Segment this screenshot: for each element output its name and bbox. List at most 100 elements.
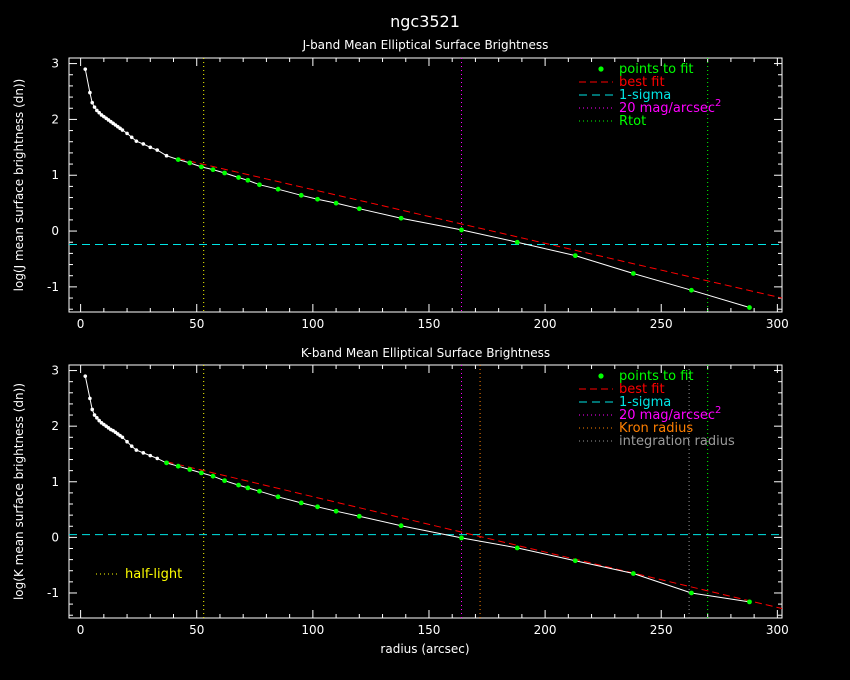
legend-superscript: 2 bbox=[715, 98, 721, 109]
profile-point bbox=[97, 110, 101, 115]
panel-title: J-band Mean Elliptical Surface Brightnes… bbox=[302, 38, 549, 52]
profile-point bbox=[141, 451, 146, 455]
profile-point bbox=[134, 448, 139, 452]
fit-point bbox=[630, 271, 636, 276]
profile-point bbox=[95, 416, 99, 420]
fit-point bbox=[222, 170, 228, 176]
profile-point bbox=[155, 148, 160, 152]
profile-point bbox=[88, 90, 92, 95]
y-tick-label: -1 bbox=[47, 280, 59, 294]
figure-title: ngc3521 bbox=[390, 12, 460, 31]
fit-point bbox=[257, 182, 262, 188]
fit-point bbox=[198, 164, 204, 170]
x-tick-label: 100 bbox=[301, 623, 324, 637]
y-tick-label: 0 bbox=[51, 530, 59, 544]
x-tick-label: 200 bbox=[534, 623, 557, 637]
profile-point bbox=[164, 153, 169, 158]
fit-point bbox=[236, 482, 241, 488]
fit-point bbox=[572, 253, 578, 259]
profile-point bbox=[83, 67, 88, 71]
legend-label: Kron radius bbox=[619, 421, 693, 436]
fit-point bbox=[356, 513, 362, 519]
fit-point bbox=[298, 192, 304, 198]
panel-k-band: K-band Mean Elliptical Surface Brightnes… bbox=[12, 346, 789, 637]
fit-point bbox=[315, 504, 320, 510]
y-tick-label: -1 bbox=[47, 586, 59, 600]
legend-label: 20 mag/arcsec2 bbox=[619, 98, 721, 116]
legend-label: 1-sigma bbox=[619, 88, 671, 103]
fit-point bbox=[198, 470, 204, 476]
x-axis-label: radius (arcsec) bbox=[380, 642, 469, 656]
profile-point bbox=[125, 439, 129, 444]
legend-label: integration radius bbox=[619, 434, 735, 449]
plot-area bbox=[69, 58, 782, 312]
y-axis-label: log(J mean surface brightness (dn)) bbox=[12, 79, 26, 292]
fit-point bbox=[245, 177, 251, 183]
x-tick-label: 50 bbox=[189, 317, 204, 331]
profile-point bbox=[92, 413, 97, 417]
legend-label: points to fit bbox=[619, 369, 694, 384]
y-tick-label: 1 bbox=[51, 168, 59, 182]
fit-point bbox=[747, 305, 752, 310]
profile-point bbox=[83, 374, 88, 378]
x-tick-label: 150 bbox=[418, 317, 441, 331]
fit-point bbox=[398, 523, 404, 529]
fit-point bbox=[514, 239, 520, 245]
fit-point bbox=[222, 478, 228, 484]
profile-point bbox=[92, 105, 97, 109]
panel-j-band: J-band Mean Elliptical Surface Brightnes… bbox=[12, 38, 789, 331]
legend-label: points to fit bbox=[619, 62, 694, 77]
legend-superscript: 2 bbox=[715, 405, 721, 416]
fit-point bbox=[175, 157, 181, 163]
plot-frame bbox=[68, 364, 783, 619]
profile-point bbox=[134, 139, 139, 143]
fit-point bbox=[236, 175, 241, 180]
fit-point bbox=[275, 186, 281, 192]
y-axis-label: log(K mean surface brightness (dn)) bbox=[12, 383, 26, 600]
fit-point bbox=[514, 545, 520, 551]
fit-point bbox=[187, 467, 193, 472]
half-light-label: half-light bbox=[125, 567, 182, 582]
fit-point bbox=[572, 558, 578, 564]
profile-point bbox=[95, 108, 99, 113]
y-tick-label: 3 bbox=[51, 364, 59, 378]
legend-label: 20 mag/arcsec2 bbox=[619, 405, 721, 423]
x-tick-label: 200 bbox=[534, 317, 557, 331]
legend-label: best fit bbox=[619, 75, 665, 90]
profile-point bbox=[141, 142, 146, 146]
profile-point bbox=[88, 396, 92, 401]
profile-point bbox=[90, 100, 95, 105]
panel-title: K-band Mean Elliptical Surface Brightnes… bbox=[301, 346, 550, 360]
fit-point bbox=[210, 167, 216, 173]
fit-point bbox=[356, 206, 362, 212]
best-fit-line bbox=[178, 157, 782, 299]
fit-point bbox=[275, 494, 281, 500]
y-tick-label: 2 bbox=[51, 112, 59, 126]
best-fit-line bbox=[166, 461, 782, 610]
fit-point bbox=[747, 599, 752, 605]
y-tick-label: 3 bbox=[51, 57, 59, 71]
profile-point bbox=[148, 453, 153, 458]
legend-label: best fit bbox=[619, 382, 665, 397]
x-tick-label: 100 bbox=[301, 317, 324, 331]
x-tick-label: 150 bbox=[418, 623, 441, 637]
y-tick-label: 0 bbox=[51, 224, 59, 238]
profile-point bbox=[155, 456, 160, 461]
fit-point bbox=[689, 287, 694, 293]
profile-point bbox=[129, 444, 134, 448]
fit-point bbox=[257, 488, 262, 494]
fit-point bbox=[315, 196, 320, 202]
x-tick-label: 300 bbox=[766, 623, 789, 637]
x-tick-label: 300 bbox=[766, 317, 789, 331]
profile-point bbox=[148, 145, 153, 150]
fit-point bbox=[333, 200, 339, 206]
profile-point bbox=[90, 407, 95, 412]
legend-marker bbox=[598, 66, 604, 72]
y-tick-label: 1 bbox=[51, 475, 59, 489]
fit-point bbox=[398, 215, 404, 221]
legend-label: 1-sigma bbox=[619, 395, 671, 410]
fit-point bbox=[164, 460, 169, 466]
y-tick-label: 2 bbox=[51, 419, 59, 433]
fit-point bbox=[187, 160, 193, 166]
